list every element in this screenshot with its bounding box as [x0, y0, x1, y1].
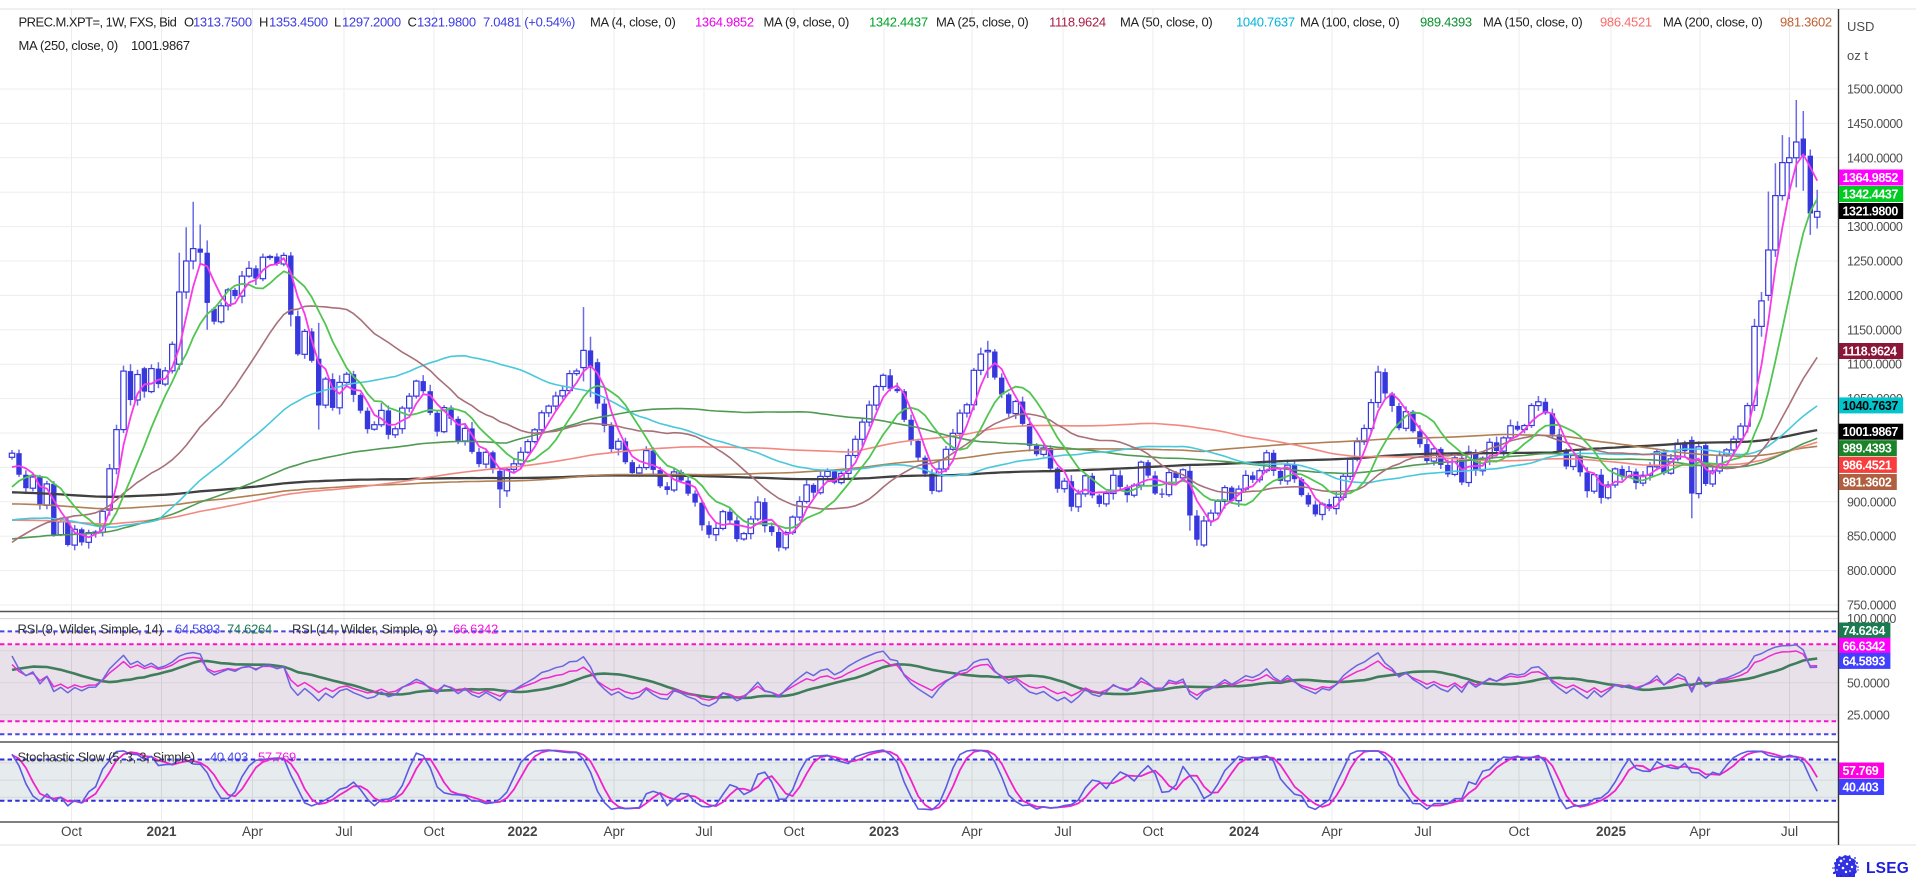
svg-text:Apr: Apr — [1689, 824, 1711, 839]
svg-text:Oct: Oct — [61, 824, 82, 839]
svg-text:1200.0000: 1200.0000 — [1847, 289, 1903, 303]
svg-text:1364.9852: 1364.9852 — [695, 15, 754, 30]
svg-text:Apr: Apr — [1321, 824, 1343, 839]
svg-text:800.0000: 800.0000 — [1847, 564, 1896, 578]
svg-text:Oct: Oct — [1508, 824, 1529, 839]
svg-text:1118.9624: 1118.9624 — [1843, 345, 1898, 359]
svg-text:989.4393: 989.4393 — [1843, 442, 1892, 456]
svg-text:oz t: oz t — [1847, 48, 1868, 63]
svg-text:C: C — [408, 15, 417, 30]
svg-text:750.0000: 750.0000 — [1847, 599, 1896, 613]
svg-text:MA (100, close, 0): MA (100, close, 0) — [1300, 15, 1399, 30]
svg-text:74.6264: 74.6264 — [227, 622, 272, 637]
svg-text:1150.0000: 1150.0000 — [1847, 323, 1902, 337]
svg-text:74.6264: 74.6264 — [1843, 624, 1886, 638]
svg-text:MA (200, close, 0): MA (200, close, 0) — [1663, 15, 1762, 30]
svg-text:1321.9800: 1321.9800 — [1843, 205, 1899, 219]
svg-text:USD: USD — [1847, 19, 1874, 34]
svg-text:981.3602: 981.3602 — [1780, 15, 1832, 30]
svg-text:Jul: Jul — [335, 824, 352, 839]
svg-text:1321.9800: 1321.9800 — [417, 15, 476, 30]
svg-text:RSI (14, Wilder, Simple, 9): RSI (14, Wilder, Simple, 9) — [292, 622, 437, 637]
svg-text:MA (9, close, 0): MA (9, close, 0) — [764, 15, 850, 30]
svg-text:Jul: Jul — [1054, 824, 1071, 839]
svg-text:O: O — [184, 15, 194, 30]
svg-text:2023: 2023 — [869, 824, 900, 839]
svg-text:57.769: 57.769 — [1843, 764, 1879, 778]
svg-text:1450.0000: 1450.0000 — [1847, 117, 1903, 131]
svg-text:1400.0000: 1400.0000 — [1847, 151, 1903, 165]
svg-text:Jul: Jul — [695, 824, 712, 839]
svg-text:40.403: 40.403 — [1843, 781, 1879, 795]
svg-text:1001.9867: 1001.9867 — [1843, 425, 1899, 439]
svg-text:66.6342: 66.6342 — [453, 622, 498, 637]
svg-text:1250.0000: 1250.0000 — [1847, 255, 1903, 269]
svg-text:2024: 2024 — [1229, 824, 1260, 839]
svg-text:1300.0000: 1300.0000 — [1847, 220, 1903, 234]
svg-text:1001.9867: 1001.9867 — [131, 38, 190, 53]
svg-text:H: H — [259, 15, 268, 30]
svg-text:L: L — [334, 15, 341, 30]
svg-text:Oct: Oct — [783, 824, 804, 839]
svg-text:1500.0000: 1500.0000 — [1847, 83, 1903, 97]
svg-text:66.6342: 66.6342 — [1843, 639, 1886, 653]
svg-text:40.403: 40.403 — [210, 750, 248, 765]
svg-text:986.4521: 986.4521 — [1843, 458, 1892, 472]
svg-text:989.4393: 989.4393 — [1420, 15, 1472, 30]
svg-text:Oct: Oct — [1142, 824, 1163, 839]
svg-text:2022: 2022 — [507, 824, 537, 839]
svg-text:MA (25, close, 0): MA (25, close, 0) — [936, 15, 1028, 30]
svg-text:Stochastic Slow (5, 3, 3, Simp: Stochastic Slow (5, 3, 3, Simple) — [18, 750, 195, 765]
svg-text:1100.0000: 1100.0000 — [1847, 358, 1902, 372]
svg-text:1313.7500: 1313.7500 — [193, 15, 252, 30]
svg-text:1353.4500: 1353.4500 — [269, 15, 328, 30]
svg-text:MA (50, close, 0): MA (50, close, 0) — [1120, 15, 1212, 30]
svg-text:64.5893: 64.5893 — [175, 622, 220, 637]
svg-text:Apr: Apr — [603, 824, 625, 839]
svg-text:2021: 2021 — [146, 824, 177, 839]
svg-text:1040.7637: 1040.7637 — [1843, 399, 1899, 413]
svg-text:Apr: Apr — [242, 824, 264, 839]
svg-text:981.3602: 981.3602 — [1843, 476, 1892, 490]
svg-text:1342.4437: 1342.4437 — [869, 15, 928, 30]
svg-text:MA (4, close, 0): MA (4, close, 0) — [590, 15, 676, 30]
svg-text:1342.4437: 1342.4437 — [1843, 188, 1899, 202]
svg-text:900.0000: 900.0000 — [1847, 495, 1896, 509]
svg-text:1040.7637: 1040.7637 — [1236, 15, 1295, 30]
svg-text:RSI (9, Wilder, Simple, 14): RSI (9, Wilder, Simple, 14) — [18, 622, 163, 637]
svg-text:50.0000: 50.0000 — [1847, 676, 1890, 690]
svg-text:Oct: Oct — [423, 824, 444, 839]
svg-text:57.769: 57.769 — [258, 750, 296, 765]
svg-text:7.0481 (+0.54%): 7.0481 (+0.54%) — [483, 15, 575, 30]
svg-text:MA (250, close, 0): MA (250, close, 0) — [19, 38, 118, 53]
svg-text:MA (150, close, 0): MA (150, close, 0) — [1483, 15, 1582, 30]
svg-text:1364.9852: 1364.9852 — [1843, 171, 1899, 185]
svg-text:Jul: Jul — [1414, 824, 1431, 839]
svg-text:25.0000: 25.0000 — [1847, 708, 1890, 722]
svg-text:LSEG: LSEG — [1866, 860, 1909, 877]
svg-text:1297.2000: 1297.2000 — [342, 15, 401, 30]
svg-text:64.5893: 64.5893 — [1843, 654, 1886, 668]
svg-text:986.4521: 986.4521 — [1600, 15, 1652, 30]
svg-text:PREC.M.XPT=, 1W, FXS, Bid: PREC.M.XPT=, 1W, FXS, Bid — [19, 15, 177, 30]
svg-text:Jul: Jul — [1781, 824, 1798, 839]
svg-text:2025: 2025 — [1596, 824, 1627, 839]
svg-text:Apr: Apr — [961, 824, 983, 839]
svg-text:1118.9624: 1118.9624 — [1049, 15, 1106, 30]
svg-text:850.0000: 850.0000 — [1847, 530, 1896, 544]
